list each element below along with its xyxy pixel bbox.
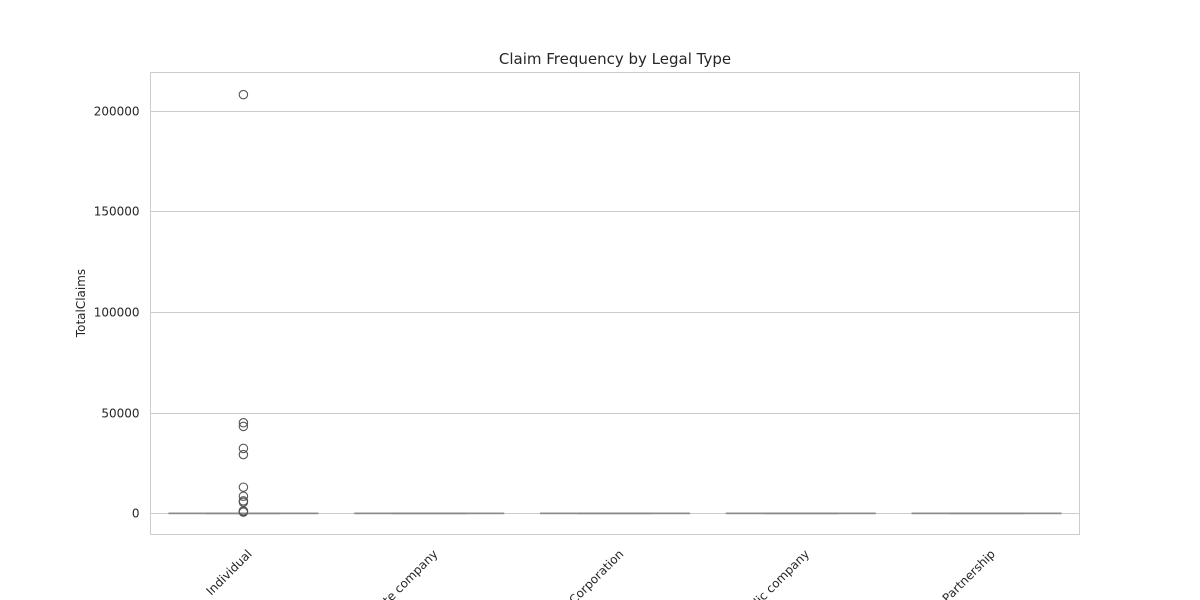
y-tick-label: 0 bbox=[132, 507, 140, 521]
outlier-point bbox=[238, 89, 249, 100]
box-individual bbox=[168, 89, 319, 517]
y-axis-label: TotalClaims bbox=[74, 269, 88, 338]
box-series bbox=[168, 89, 1062, 517]
x-tick-label: Corporation bbox=[566, 547, 626, 600]
outlier-point bbox=[238, 491, 249, 502]
outlier-point bbox=[238, 482, 249, 492]
y-tick-label: 100000 bbox=[94, 306, 140, 320]
y-tick-label: 50000 bbox=[101, 407, 139, 421]
outlier-point bbox=[238, 507, 249, 517]
x-tick-label: Public company bbox=[735, 547, 812, 600]
plot-frame bbox=[150, 72, 1080, 535]
outlier-point bbox=[238, 418, 249, 428]
outlier-point bbox=[238, 421, 249, 432]
x-tick-label: Private company bbox=[359, 547, 440, 600]
y-tick-label: 200000 bbox=[94, 105, 140, 119]
x-tick-label: Partnership bbox=[940, 547, 998, 600]
y-axis-ticks: 0 50000 100000 150000 200000 bbox=[94, 105, 140, 521]
outlier-point bbox=[238, 443, 249, 454]
y-tick-label: 150000 bbox=[94, 205, 140, 219]
chart-title: Claim Frequency by Legal Type bbox=[499, 50, 731, 68]
x-axis-ticks: Individual Private company Corporation Publ… bbox=[204, 547, 998, 600]
x-tick-label: Individual bbox=[204, 547, 255, 598]
outlier-point bbox=[238, 449, 249, 460]
gridlines bbox=[150, 111, 1080, 514]
